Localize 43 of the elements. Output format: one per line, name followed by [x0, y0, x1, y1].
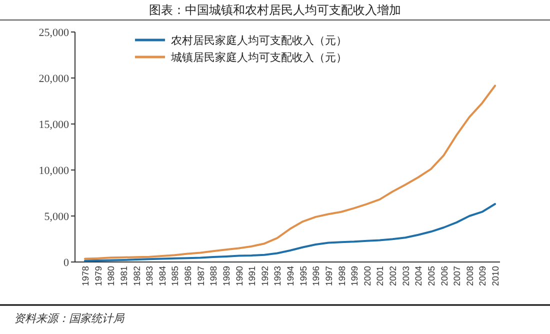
- x-tick-label: 2006: [439, 266, 450, 286]
- x-tick-label: 1993: [272, 266, 283, 286]
- x-tick-label: 1997: [324, 266, 334, 286]
- y-tick-label: 0: [64, 257, 70, 269]
- x-tick-label: 1988: [208, 266, 219, 286]
- x-tick-label: 1999: [350, 266, 360, 286]
- x-tick-label: 2001: [375, 266, 386, 286]
- x-tick-label: 2004: [414, 266, 424, 286]
- chart-title: 图表：中国城镇和农村居民人均可支配收入增加: [149, 3, 401, 17]
- y-tick-label: 10,000: [38, 165, 70, 177]
- legend-label: 农村居民家庭人均可支配收入（元）: [171, 34, 347, 47]
- text: 资料来源：国家统计局: [14, 312, 125, 325]
- y-tick-label: 5,000: [44, 211, 70, 223]
- x-tick-label: 1987: [196, 266, 206, 286]
- x-tick-label: 2010: [490, 266, 500, 286]
- x-tick-label: 1983: [144, 266, 155, 286]
- x-tick-label: 1989: [221, 266, 232, 286]
- x-tick-label: 1998: [336, 266, 347, 286]
- x-tick-label: 1979: [93, 266, 104, 286]
- x-tick-label: 1984: [157, 266, 168, 286]
- x-tick-label: 1982: [132, 266, 142, 286]
- y-tick-label: 25,000: [38, 27, 70, 39]
- x-tick-label: 1985: [170, 266, 180, 286]
- x-tick-label: 1991: [247, 266, 258, 286]
- x-tick-label: 1981: [118, 266, 129, 286]
- legend-label: 城镇居民家庭人均可支配收入（元）: [170, 51, 347, 64]
- y-tick-label: 20,000: [38, 73, 70, 85]
- x-tick-label: 1992: [260, 266, 270, 286]
- x-tick-label: 2008: [464, 266, 475, 286]
- x-tick-label: 2005: [426, 266, 436, 286]
- x-tick-label: 2000: [362, 266, 372, 286]
- x-tick-label: 1980: [106, 266, 116, 286]
- x-tick-label: 2002: [388, 266, 398, 286]
- x-tick-label: 1986: [183, 266, 193, 286]
- y-tick-label: 15,000: [38, 119, 70, 131]
- x-tick-label: 1994: [286, 266, 296, 286]
- x-tick-label: 1990: [234, 266, 244, 286]
- x-tick-label: 2009: [478, 266, 488, 286]
- x-tick-label: 1996: [311, 266, 322, 286]
- x-tick-label: 1978: [80, 266, 90, 286]
- x-tick-label: 1995: [298, 266, 308, 286]
- x-tick-label: 2003: [400, 266, 411, 286]
- x-tick-label: 2007: [452, 266, 462, 286]
